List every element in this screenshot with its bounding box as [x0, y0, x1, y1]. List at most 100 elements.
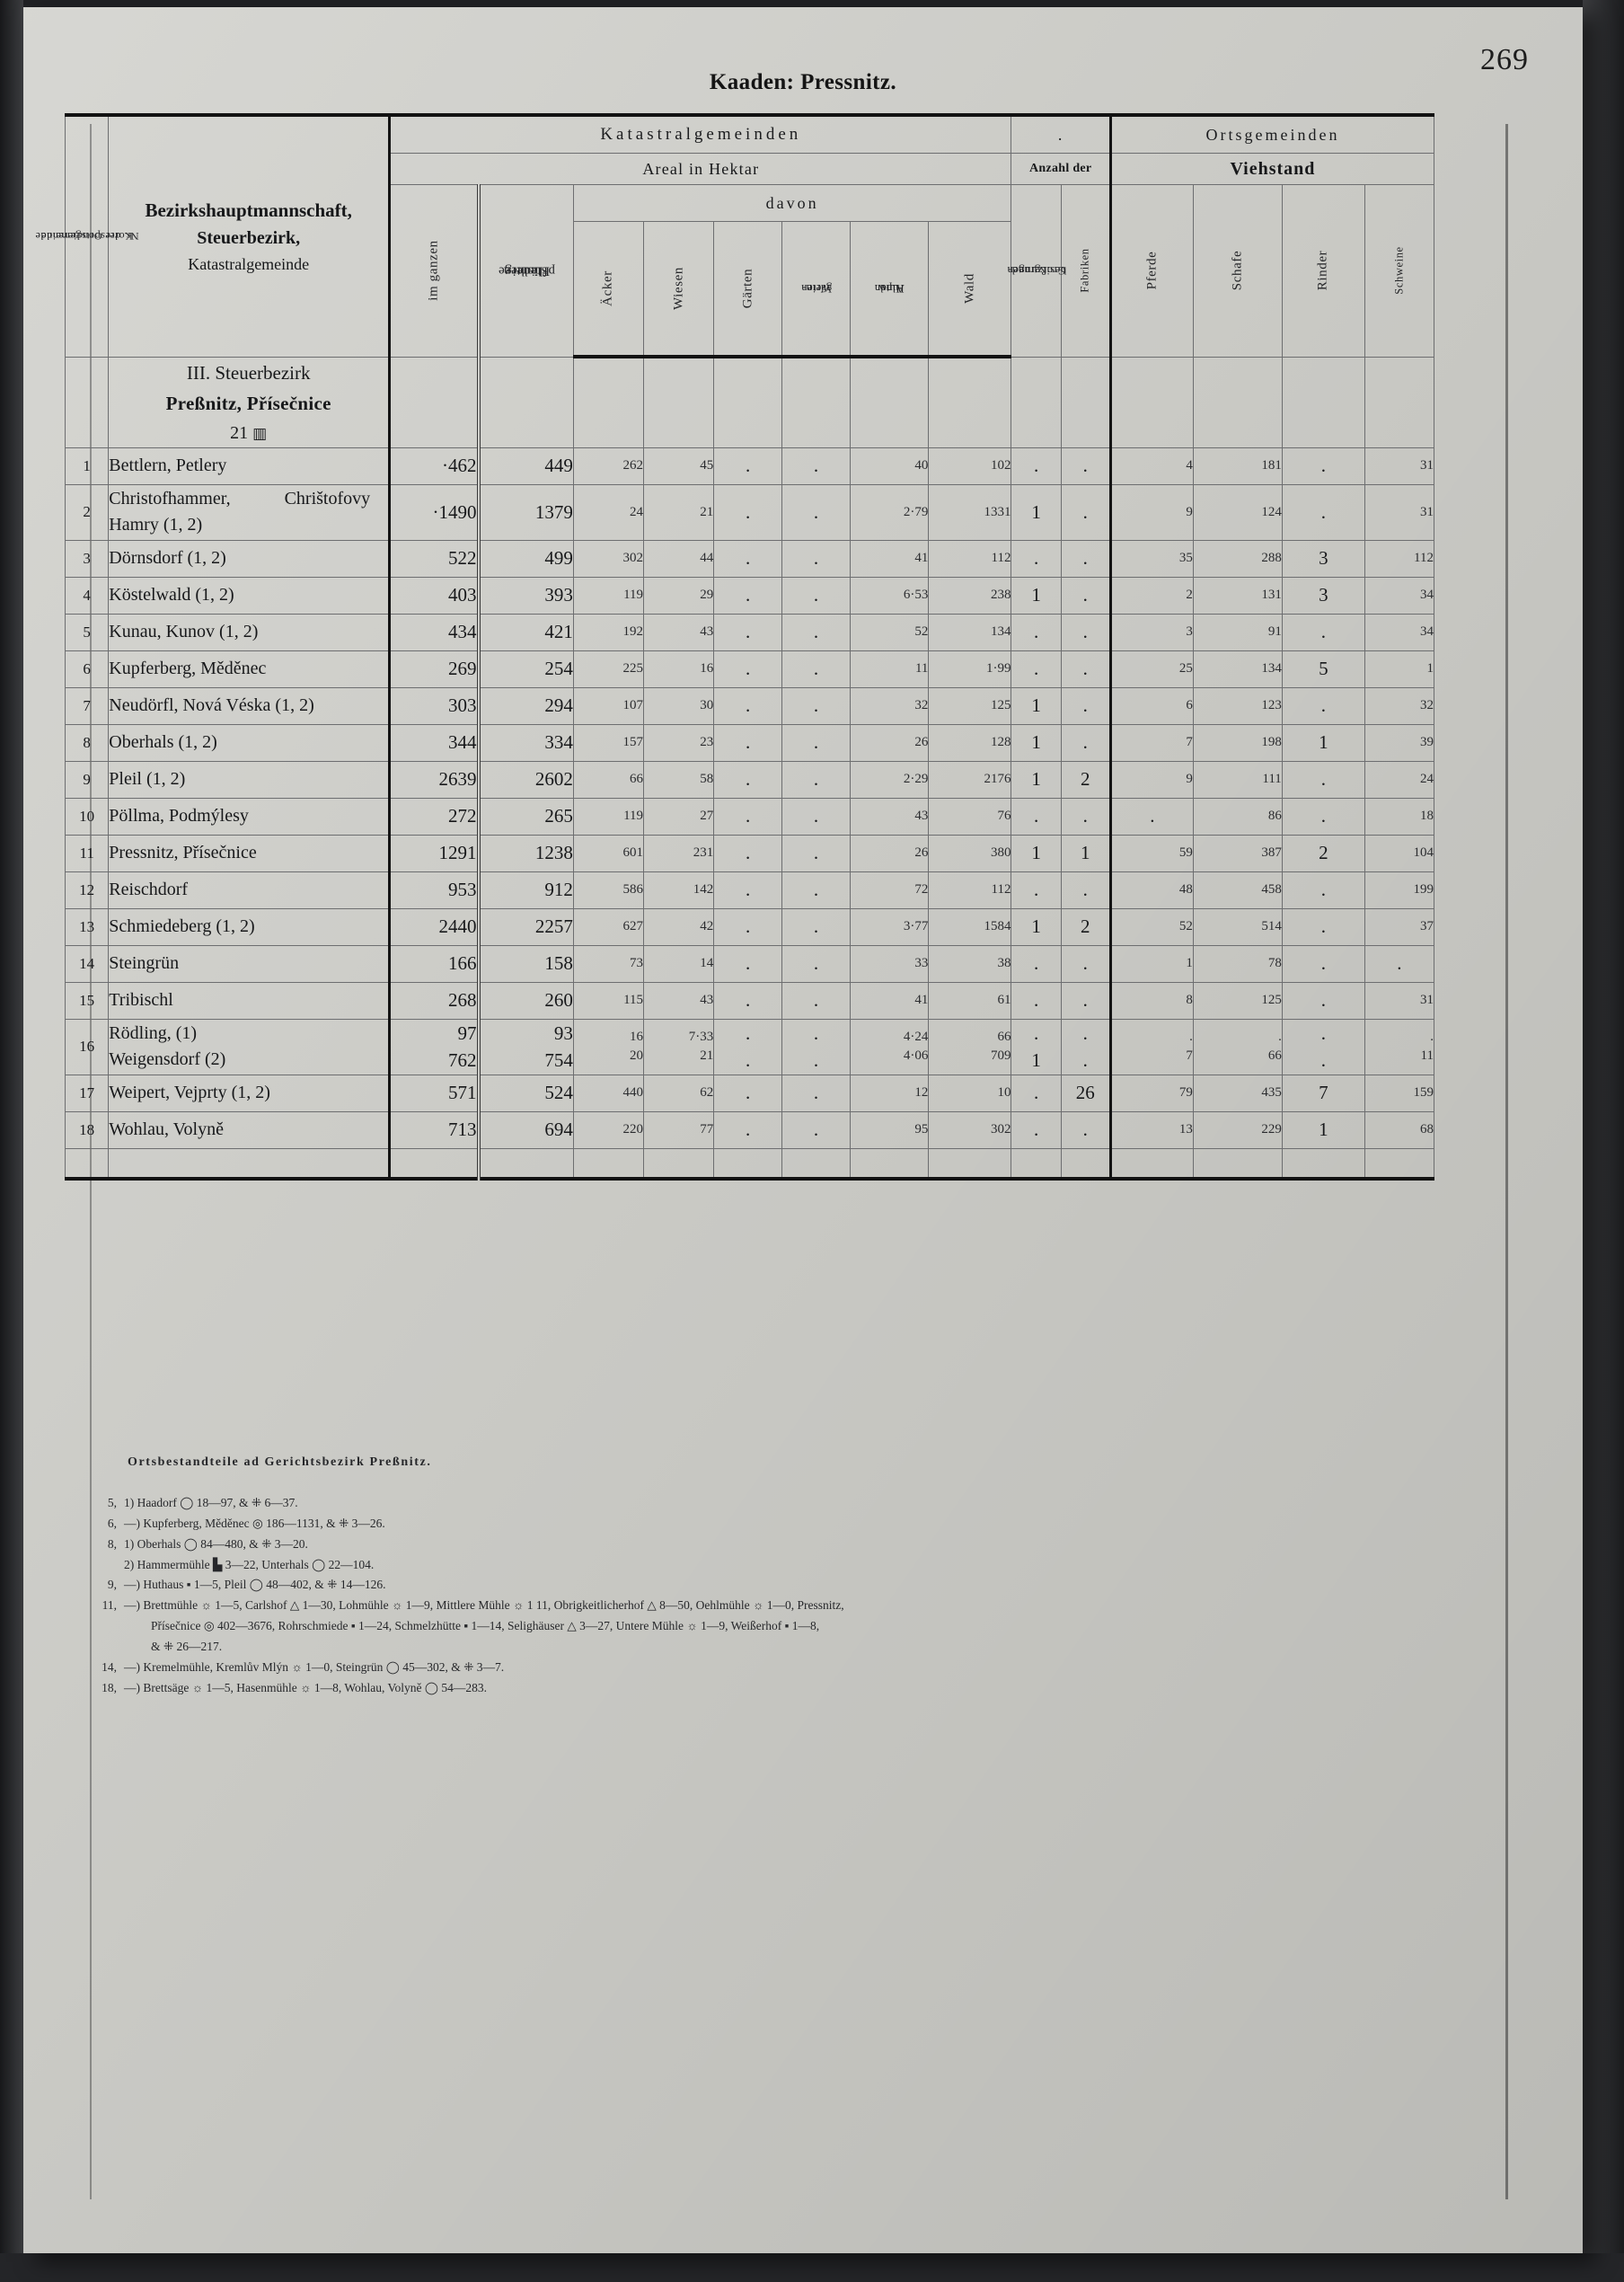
cell-fabriken: .	[1060, 686, 1111, 725]
cell-hutweiden: 95	[849, 1110, 930, 1149]
footnote-line: 5, 1) Haadorf ◯ 18—97, & ⁜ 6—37.	[65, 1493, 1439, 1513]
row-name: Schmiedeberg (1, 2)	[108, 907, 391, 946]
cell-wiesen: 27	[643, 797, 715, 836]
cell-schweine: 34	[1364, 576, 1435, 615]
header-gaerten-label: Gärten	[740, 268, 755, 309]
header-weingaerten: Wein- gärten	[781, 221, 851, 358]
table-row: 10 Pöllma, Podmýlesy 272 265 119 27.. 43 76... 8…	[64, 797, 1435, 836]
header-rinder: Rinder	[1281, 184, 1365, 358]
cell-pferde: 1	[1108, 944, 1194, 983]
cell-schafe: 458	[1192, 871, 1283, 909]
row-nr: 3	[64, 539, 110, 578]
cell-hutweiden: 12	[849, 1074, 930, 1112]
cell-im-ganzen: 166	[388, 944, 480, 983]
cell-wald: 1·99	[928, 650, 1012, 688]
header-pferde: Pferde	[1108, 184, 1194, 358]
header-schafe: Schafe	[1192, 184, 1283, 358]
cell-fabriken: 26	[1060, 1074, 1111, 1112]
cell-fabriken: .	[1060, 539, 1111, 578]
footnote-text: —) Huthaus ▪ 1—5, Pleil ◯ 48—402, & ⁜ 14…	[124, 1578, 386, 1592]
cell-wiesen: 231	[643, 834, 715, 872]
cell-rinder: .	[1281, 871, 1365, 909]
header-davon: davon	[572, 184, 1012, 222]
cell-wiesen: 43	[643, 981, 715, 1020]
header-main-line2: Steuerbezirk,	[197, 228, 301, 249]
cell-schweine: 104	[1364, 834, 1435, 872]
cell-rinder: .	[1281, 981, 1365, 1020]
section-filler-1	[388, 356, 480, 448]
cell-im-ganzen: 344	[388, 723, 480, 762]
running-head-district: Kaaden	[709, 70, 787, 94]
row-name: Kupferberg, Měděnec	[108, 650, 391, 688]
table-row: 18 Wohlau, Volyně 713 694 220 77.. 95 302.. 13 22…	[64, 1110, 1435, 1149]
cell-schafe: 181	[1192, 447, 1283, 485]
cell-schweine: .	[1364, 944, 1435, 983]
cell-fabriken: .	[1060, 483, 1111, 541]
cell-gaerten: .	[713, 539, 783, 578]
section-line3: 21 ▥	[109, 419, 388, 447]
header-group-ortsgemeinden: Ortsgemeinden	[1108, 113, 1435, 154]
cell-im-ganzen: 303	[388, 686, 480, 725]
cell-aecker: 107	[572, 686, 645, 725]
table-row: 11 Pressnitz, Přísečnice 1291 1238 601 231.. 2…	[64, 834, 1435, 872]
scan-edge-bottom	[0, 2253, 1624, 2282]
row-nr: 14	[64, 944, 110, 983]
cell-grossgrundbesitzungen: .	[1011, 944, 1062, 983]
cell-wald: 38	[928, 944, 1012, 983]
cell-gaerten: .	[713, 447, 783, 485]
cell-wiesen: 7·33 21	[643, 1018, 715, 1075]
cell-schafe: 91	[1192, 613, 1283, 651]
row-nr: 18	[64, 1110, 110, 1149]
cell-weingaerten: .	[781, 1110, 851, 1149]
cell-pferde: 4	[1108, 447, 1194, 485]
header-nr-line2: Nr. der Ortsgemeinde	[34, 230, 139, 243]
table-row: 14 Steingrün 166 158 73 14.. 33 38.. 1 78..	[64, 944, 1435, 983]
cell-wiesen: 29	[643, 576, 715, 615]
header-wald-label: Wald	[962, 273, 977, 304]
cell-im-ganzen: 2440	[388, 907, 480, 946]
cell-im-ganzen: 522	[388, 539, 480, 578]
row-nr: 8	[64, 723, 110, 762]
cell-gaerten: .	[713, 834, 783, 872]
cell-steuerpflichtige: 265	[476, 797, 574, 836]
cell-gaerten: .	[713, 907, 783, 946]
cell-gaerten: .	[713, 1110, 783, 1149]
section-filler-12	[1192, 356, 1283, 448]
cell-wiesen: 14	[643, 944, 715, 983]
header-main-line3: Katastralgemeinde	[188, 255, 310, 274]
cell-wald: 10	[928, 1074, 1012, 1112]
row-nr: 4	[64, 576, 110, 615]
cell-hutweiden: 3·77	[849, 907, 930, 946]
cell-wald: 134	[928, 613, 1012, 651]
footnote-text: 1) Haadorf ◯ 18—97, & ⁜ 6—37.	[124, 1496, 298, 1509]
cell-steuerpflichtige: 1238	[476, 834, 574, 872]
cell-wiesen: 23	[643, 723, 715, 762]
header-schweine: Schweine	[1364, 184, 1435, 358]
section-nr-cell	[64, 356, 110, 448]
cell-im-ganzen: 272	[388, 797, 480, 836]
cell-rinder: .	[1281, 760, 1365, 799]
section-line2: Preßnitz, Přísečnice	[165, 392, 331, 414]
page-number: 269	[1480, 43, 1529, 76]
cell-schafe: 123	[1192, 686, 1283, 725]
header-wiesen-label: Wiesen	[671, 267, 686, 310]
row-name: Rödling, (1) Weigensdorf (2)	[108, 1018, 391, 1075]
footnote-key: 5,	[107, 1496, 117, 1509]
cell-grossgrundbesitzungen: .	[1011, 797, 1062, 836]
table-row: 15 Tribischl 268 260 115 43.. 41 61.. 8 125. 31	[64, 981, 1435, 1020]
cell-pferde: 7	[1108, 723, 1194, 762]
cell-fabriken: .	[1060, 650, 1111, 688]
cell-wald: 102	[928, 447, 1012, 485]
cell-aecker: 119	[572, 576, 645, 615]
cell-pferde: 59	[1108, 834, 1194, 872]
header-im-ganzen: im ganzen	[388, 184, 480, 358]
cell-steuerpflichtige: 524	[476, 1074, 574, 1112]
header-steuerpfl-l3: Flächen	[503, 263, 550, 279]
header-fabriken: Fabriken	[1060, 184, 1111, 358]
section-filler-14	[1364, 356, 1435, 448]
scan-edge-top	[0, 0, 1624, 7]
cell-schweine: 32	[1364, 686, 1435, 725]
cell-aecker: 16 20	[572, 1018, 645, 1075]
scan-binding-left	[0, 0, 23, 2282]
cell-schafe: 134	[1192, 650, 1283, 688]
